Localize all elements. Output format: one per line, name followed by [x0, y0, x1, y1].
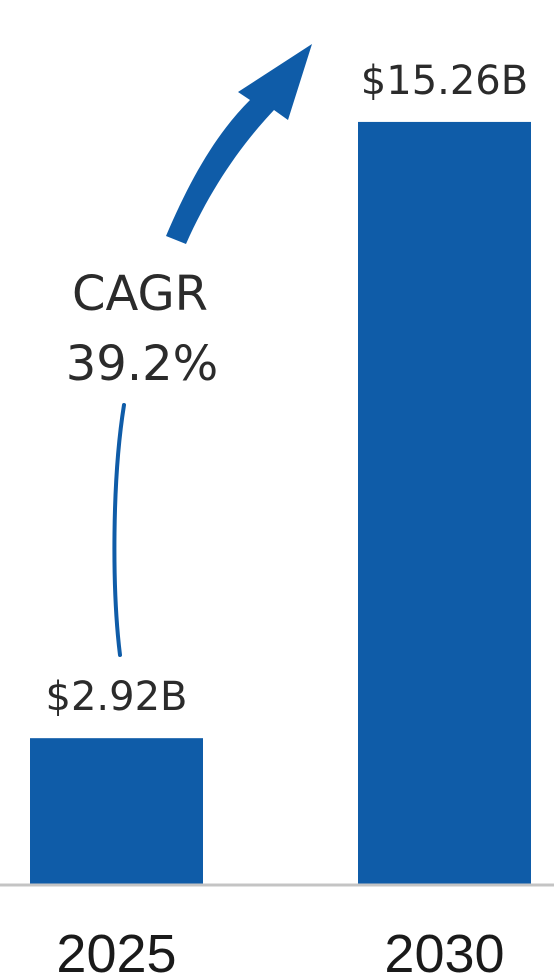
cagr-value: 39.2%	[66, 336, 218, 392]
bars-layer: $2.92B 2025 $15.26B 2030	[30, 58, 531, 979]
x-tick-label-2030: 2030	[384, 924, 504, 979]
cagr-label: CAGR	[72, 266, 208, 322]
value-label-2025: $2.92B	[46, 674, 188, 720]
bar-2030	[358, 121, 531, 884]
cagr-connector-line	[112, 403, 126, 657]
bar-2025	[30, 738, 203, 884]
value-label-2030: $15.26B	[361, 58, 528, 104]
x-tick-label-2025: 2025	[56, 924, 176, 979]
cagr-arrow-icon	[166, 44, 312, 244]
